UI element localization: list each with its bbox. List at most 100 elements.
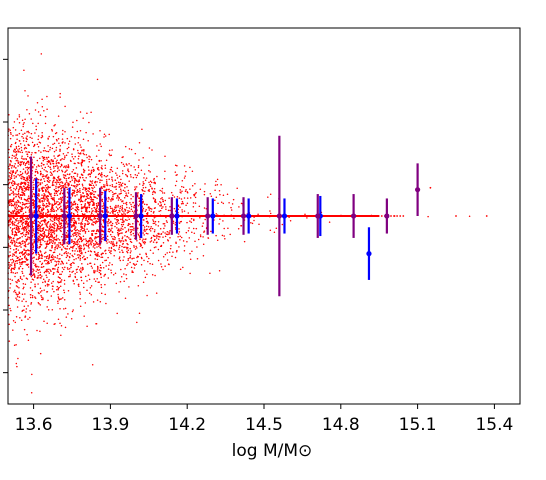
scatter-point bbox=[48, 256, 51, 258]
scatter-point bbox=[88, 243, 90, 245]
x-tick-label: 15.4 bbox=[475, 415, 513, 435]
scatter-point bbox=[209, 272, 211, 274]
scatter-point bbox=[38, 206, 41, 208]
scatter-point bbox=[37, 135, 40, 137]
scatter-point bbox=[19, 171, 22, 173]
scatter-point bbox=[13, 227, 16, 230]
scatter-point bbox=[25, 308, 28, 310]
scatter-point bbox=[148, 164, 150, 167]
scatter-point bbox=[105, 180, 108, 183]
scatter-point bbox=[84, 179, 86, 182]
scatter-point bbox=[99, 270, 102, 272]
scatter-point bbox=[99, 181, 101, 184]
scatter-point bbox=[20, 198, 23, 200]
scatter-point bbox=[153, 230, 156, 233]
scatter-point bbox=[13, 241, 16, 243]
scatter-point bbox=[94, 258, 96, 260]
scatter-point bbox=[91, 200, 94, 203]
scatter-point bbox=[157, 203, 160, 205]
scatter-point bbox=[81, 227, 84, 229]
scatter-point bbox=[59, 246, 61, 249]
scatter-point bbox=[75, 222, 78, 225]
scatter-point bbox=[42, 216, 44, 219]
scatter-point bbox=[144, 241, 147, 243]
scatter-point bbox=[84, 213, 86, 215]
scatter-point bbox=[32, 260, 35, 262]
scatter-point bbox=[66, 267, 69, 269]
scatter-point bbox=[115, 192, 117, 195]
scatter-point bbox=[90, 158, 93, 161]
scatter-point bbox=[154, 181, 156, 184]
scatter-point bbox=[46, 221, 49, 224]
scatter-point bbox=[31, 152, 33, 154]
scatter-point bbox=[145, 209, 147, 211]
scatter-point bbox=[37, 292, 40, 294]
scatter-point bbox=[24, 118, 26, 121]
scatter-point bbox=[109, 184, 111, 187]
scatter-point bbox=[55, 213, 58, 216]
scatter-point bbox=[13, 263, 16, 266]
scatter-point bbox=[17, 195, 20, 198]
scatter-point bbox=[77, 137, 80, 139]
scatter-point bbox=[145, 238, 147, 240]
scatter-point bbox=[17, 192, 20, 195]
scatter-point bbox=[86, 197, 89, 200]
scatter-point bbox=[157, 225, 160, 227]
scatter-point bbox=[56, 159, 58, 162]
scatter-point bbox=[71, 254, 73, 257]
scatter-point bbox=[105, 302, 107, 305]
scatter-point bbox=[33, 143, 36, 146]
scatter-point bbox=[83, 286, 85, 289]
scatter-point bbox=[61, 226, 63, 229]
scatter-point bbox=[8, 182, 10, 185]
scatter-point bbox=[96, 229, 98, 231]
scatter-point bbox=[87, 194, 89, 196]
scatter-point bbox=[57, 225, 60, 228]
scatter-point bbox=[59, 322, 61, 325]
scatter-point bbox=[53, 142, 56, 145]
scatter-point bbox=[80, 223, 82, 226]
scatter-point bbox=[79, 144, 81, 146]
scatter-point bbox=[60, 230, 62, 233]
scatter-point bbox=[30, 302, 33, 304]
scatter-point bbox=[78, 241, 81, 243]
scatter-point bbox=[15, 156, 17, 159]
scatter-point bbox=[122, 221, 124, 223]
scatter-point bbox=[120, 223, 123, 226]
scatter-point bbox=[186, 192, 189, 194]
scatter-point bbox=[85, 190, 88, 193]
scatter-point bbox=[55, 289, 58, 291]
scatter-point bbox=[148, 257, 150, 260]
scatter-point bbox=[12, 170, 14, 172]
scatter-point bbox=[34, 297, 37, 299]
scatter-point bbox=[120, 213, 123, 215]
scatter-point bbox=[75, 206, 77, 208]
scatter-point bbox=[138, 242, 141, 244]
scatter-point bbox=[44, 184, 47, 187]
scatter-point bbox=[122, 240, 125, 242]
scatter-point bbox=[54, 256, 57, 258]
scatter-point bbox=[215, 234, 217, 237]
scatter-point bbox=[15, 186, 18, 188]
scatter-point bbox=[132, 201, 134, 204]
scatter-point bbox=[8, 156, 11, 158]
scatter-point bbox=[199, 235, 202, 238]
scatter-point bbox=[52, 179, 55, 182]
scatter-point bbox=[186, 197, 189, 199]
scatter-point bbox=[105, 265, 107, 267]
scatter-point bbox=[15, 228, 18, 231]
scatter-point bbox=[71, 241, 73, 244]
scatter-point bbox=[63, 298, 66, 301]
scatter-point bbox=[28, 225, 31, 228]
scatter-point bbox=[108, 228, 111, 230]
scatter-point bbox=[60, 260, 63, 263]
scatter-point bbox=[57, 155, 59, 158]
scatter-point bbox=[24, 243, 27, 246]
scatter-point bbox=[59, 150, 61, 152]
scatter-point bbox=[91, 189, 94, 192]
scatter-point bbox=[162, 198, 164, 201]
scatter-point bbox=[57, 166, 59, 168]
scatter-point bbox=[38, 268, 41, 271]
scatter-point bbox=[51, 226, 54, 229]
scatter-point bbox=[41, 234, 43, 237]
